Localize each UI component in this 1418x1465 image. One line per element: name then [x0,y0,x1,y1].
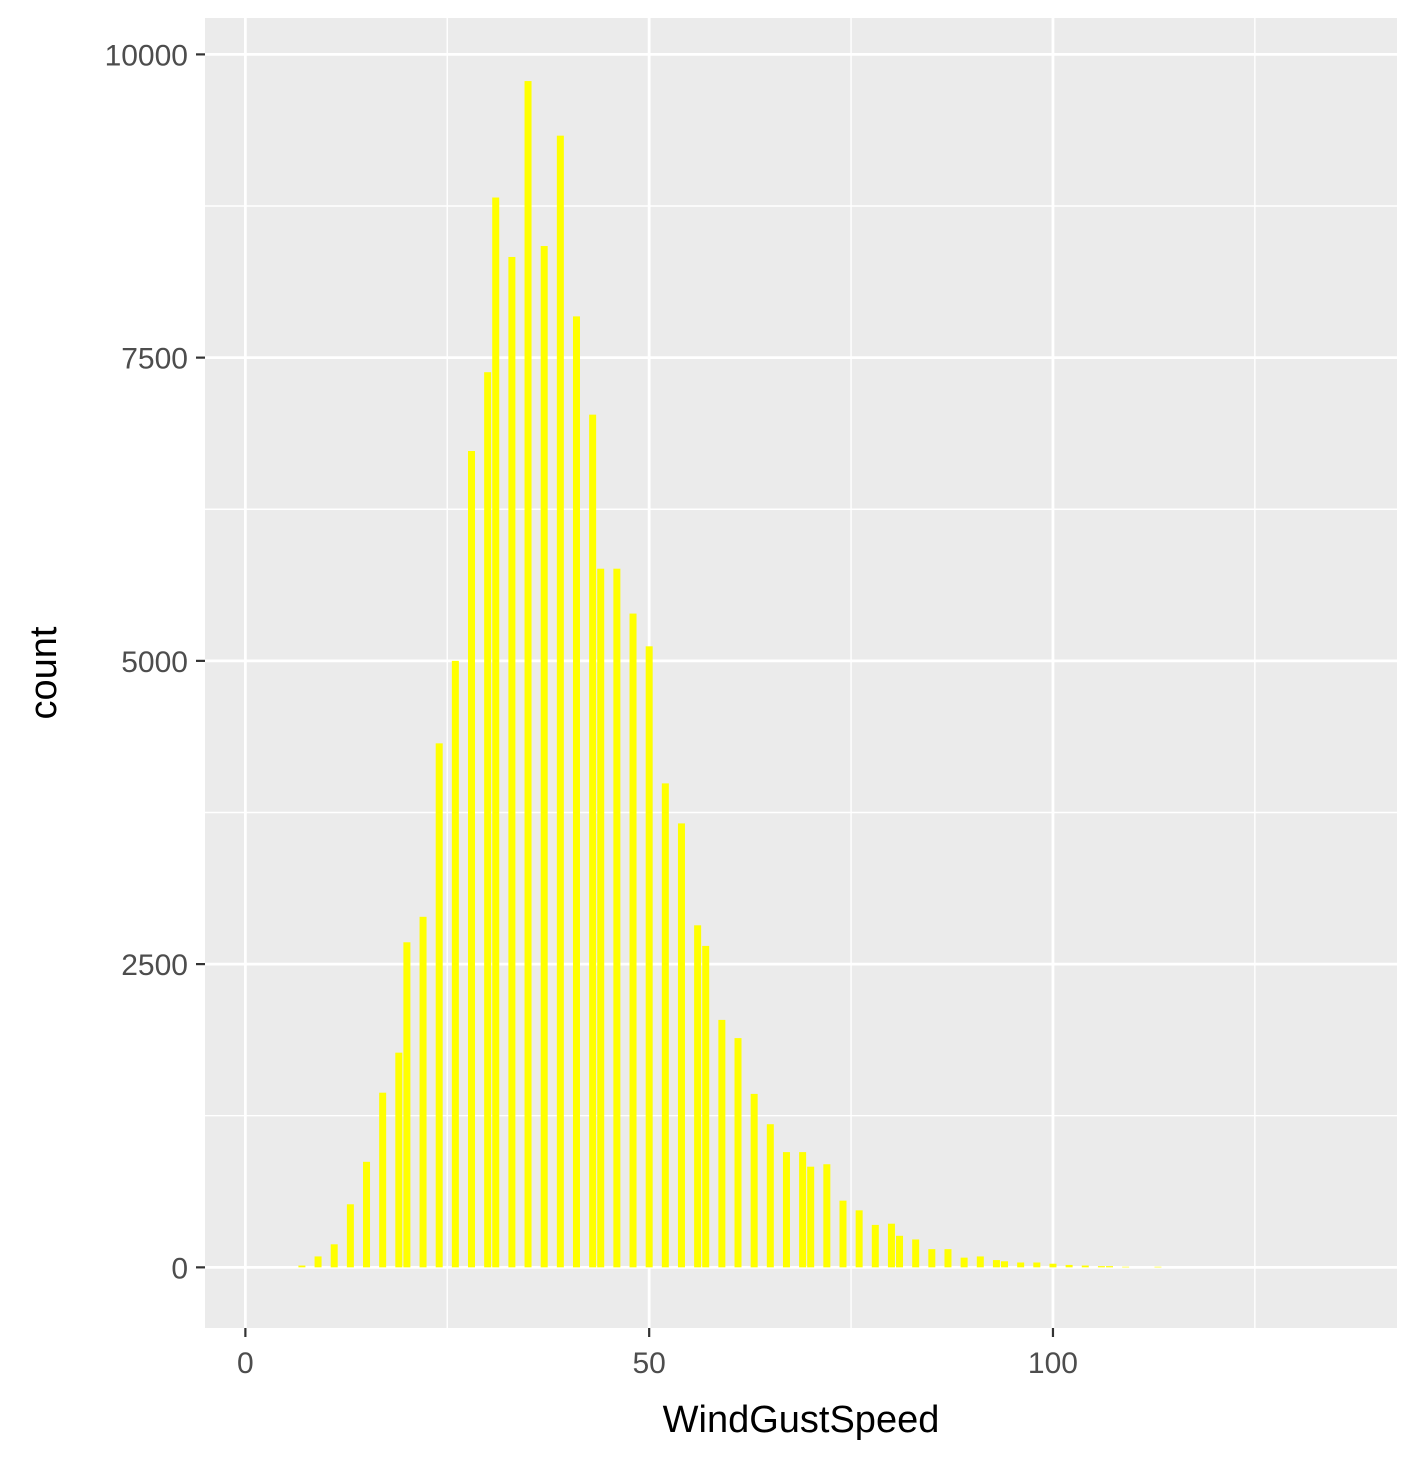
bar [492,197,500,1268]
bar [645,646,653,1268]
y-tick-label: 5000 [121,646,188,679]
bar [1081,1265,1089,1268]
bar [661,783,669,1268]
y-axis-title: count [23,626,65,719]
bar [718,1019,726,1268]
bar [346,1204,354,1268]
y-axis: 0 2500 5000 7500 10000 [105,39,205,1285]
y-tick-label: 2500 [121,949,188,982]
bar [435,743,443,1268]
bar [782,1152,790,1268]
bar [451,660,459,1268]
bar [766,1124,774,1268]
bar [839,1200,847,1268]
bar [484,372,492,1268]
x-axis-title: WindGustSpeed [663,1399,940,1441]
bar [597,568,605,1268]
bar [1105,1266,1113,1268]
bar [928,1249,936,1268]
bar [1017,1262,1025,1268]
bar [363,1161,371,1268]
bar [403,942,411,1268]
y-tick-label: 7500 [121,343,188,376]
bar [734,1038,742,1268]
bar [694,925,702,1268]
bar [799,1152,807,1268]
bar [540,246,548,1268]
bar [992,1260,1000,1268]
bar [896,1235,904,1268]
bar [912,1239,920,1268]
bar [944,1249,952,1268]
x-axis: 0 50 100 [237,1328,1078,1380]
bar [314,1256,322,1268]
bar [750,1093,758,1268]
bar [556,135,564,1268]
x-tick-label: 50 [632,1347,665,1380]
bar [855,1210,863,1268]
bar [572,316,580,1268]
bar [629,613,637,1268]
bar [508,256,516,1268]
bar [823,1164,831,1268]
bar [960,1257,968,1268]
bar [1001,1261,1009,1268]
bar [1033,1262,1041,1268]
bar [702,945,710,1268]
x-tick-label: 100 [1028,1347,1078,1380]
bar [419,916,427,1268]
bar [976,1256,984,1268]
bar [379,1092,387,1268]
y-tick-label: 10000 [105,39,188,72]
bars [298,81,1162,1268]
bar [1122,1266,1130,1268]
bar [1097,1266,1105,1268]
bar [330,1244,338,1268]
bar [871,1224,879,1268]
bar [589,414,597,1268]
bar [468,451,476,1268]
bar [1049,1263,1057,1268]
bar [395,1052,403,1268]
bar [887,1223,895,1268]
bar [1154,1266,1162,1268]
bar [613,568,621,1268]
bar [1065,1264,1073,1268]
bar [677,823,685,1268]
bar [807,1166,815,1268]
bar [298,1265,306,1268]
bar [524,81,532,1268]
y-tick-label: 0 [171,1252,188,1285]
x-tick-label: 0 [237,1347,254,1380]
